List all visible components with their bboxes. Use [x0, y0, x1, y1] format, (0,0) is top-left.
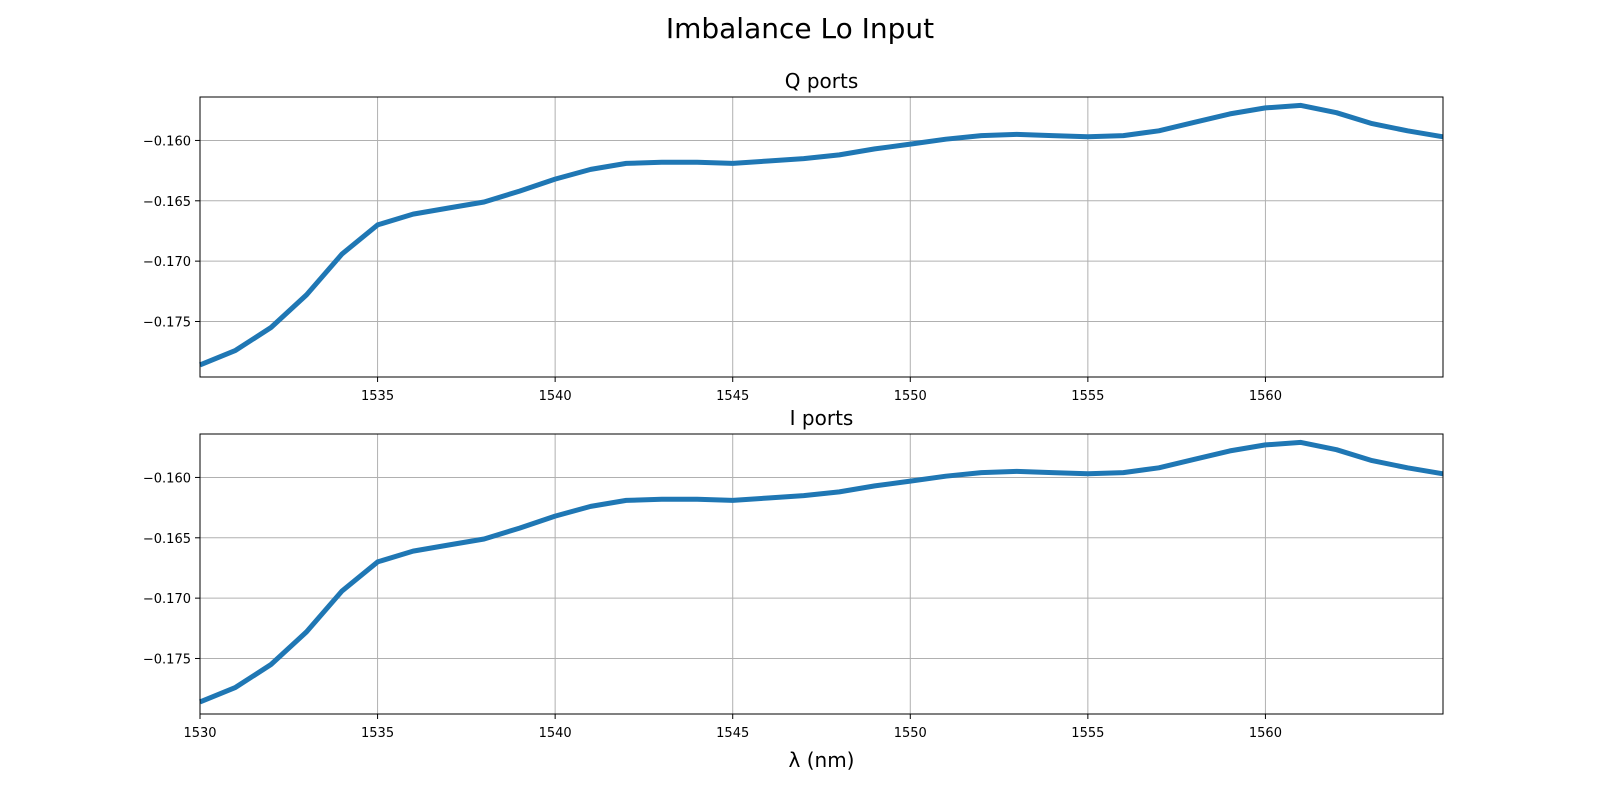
i-ports-panel: 1530 1535 1540 1545 1550 1555 1560 −0.160 −0.165… [143, 406, 1444, 772]
q-ports-axes-frame [199, 96, 1444, 378]
i-ports-y-tick-label: −0.165 [143, 532, 191, 547]
i-ports-y-tick-label: −0.170 [143, 592, 191, 607]
i-ports-x-tick-label: 1560 [1249, 726, 1282, 741]
q-ports-x-tick-label: 1550 [894, 389, 927, 404]
q-ports-x-tick-label: 1555 [1071, 389, 1104, 404]
i-ports-x-axis-label: λ (nm) [789, 748, 855, 772]
i-ports-series-line [199, 439, 1444, 705]
q-ports-y-tick-label: −0.160 [143, 134, 191, 149]
q-ports-panel: 1535 1540 1545 1550 1555 1560 −0.160 −0.165 −0.1… [143, 69, 1444, 404]
q-ports-series-line [199, 102, 1444, 368]
i-ports-x-tick-label: 1530 [183, 726, 216, 741]
figure-title: Imbalance Lo Input [666, 12, 934, 45]
i-ports-x-tick-label: 1540 [539, 726, 572, 741]
i-ports-y-tick-label: −0.175 [143, 652, 191, 667]
q-ports-y-tick-label: −0.165 [143, 195, 191, 210]
i-ports-x-tick-label: 1535 [361, 726, 394, 741]
i-ports-panel-title: I ports [790, 406, 854, 430]
q-ports-x-tick-label: 1535 [361, 389, 394, 404]
i-ports-x-tick-label: 1545 [716, 726, 749, 741]
q-ports-x-tick-label: 1545 [716, 389, 749, 404]
i-ports-y-tick-label: −0.160 [143, 471, 191, 486]
i-ports-x-tick-label: 1555 [1071, 726, 1104, 741]
q-ports-x-tick-label: 1560 [1249, 389, 1282, 404]
q-ports-y-tick-label: −0.175 [143, 315, 191, 330]
i-ports-axes-frame [199, 433, 1444, 715]
q-ports-y-tick-label: −0.170 [143, 255, 191, 270]
q-ports-panel-title: Q ports [785, 69, 859, 93]
q-ports-x-tick-label: 1540 [539, 389, 572, 404]
i-ports-x-tick-label: 1550 [894, 726, 927, 741]
